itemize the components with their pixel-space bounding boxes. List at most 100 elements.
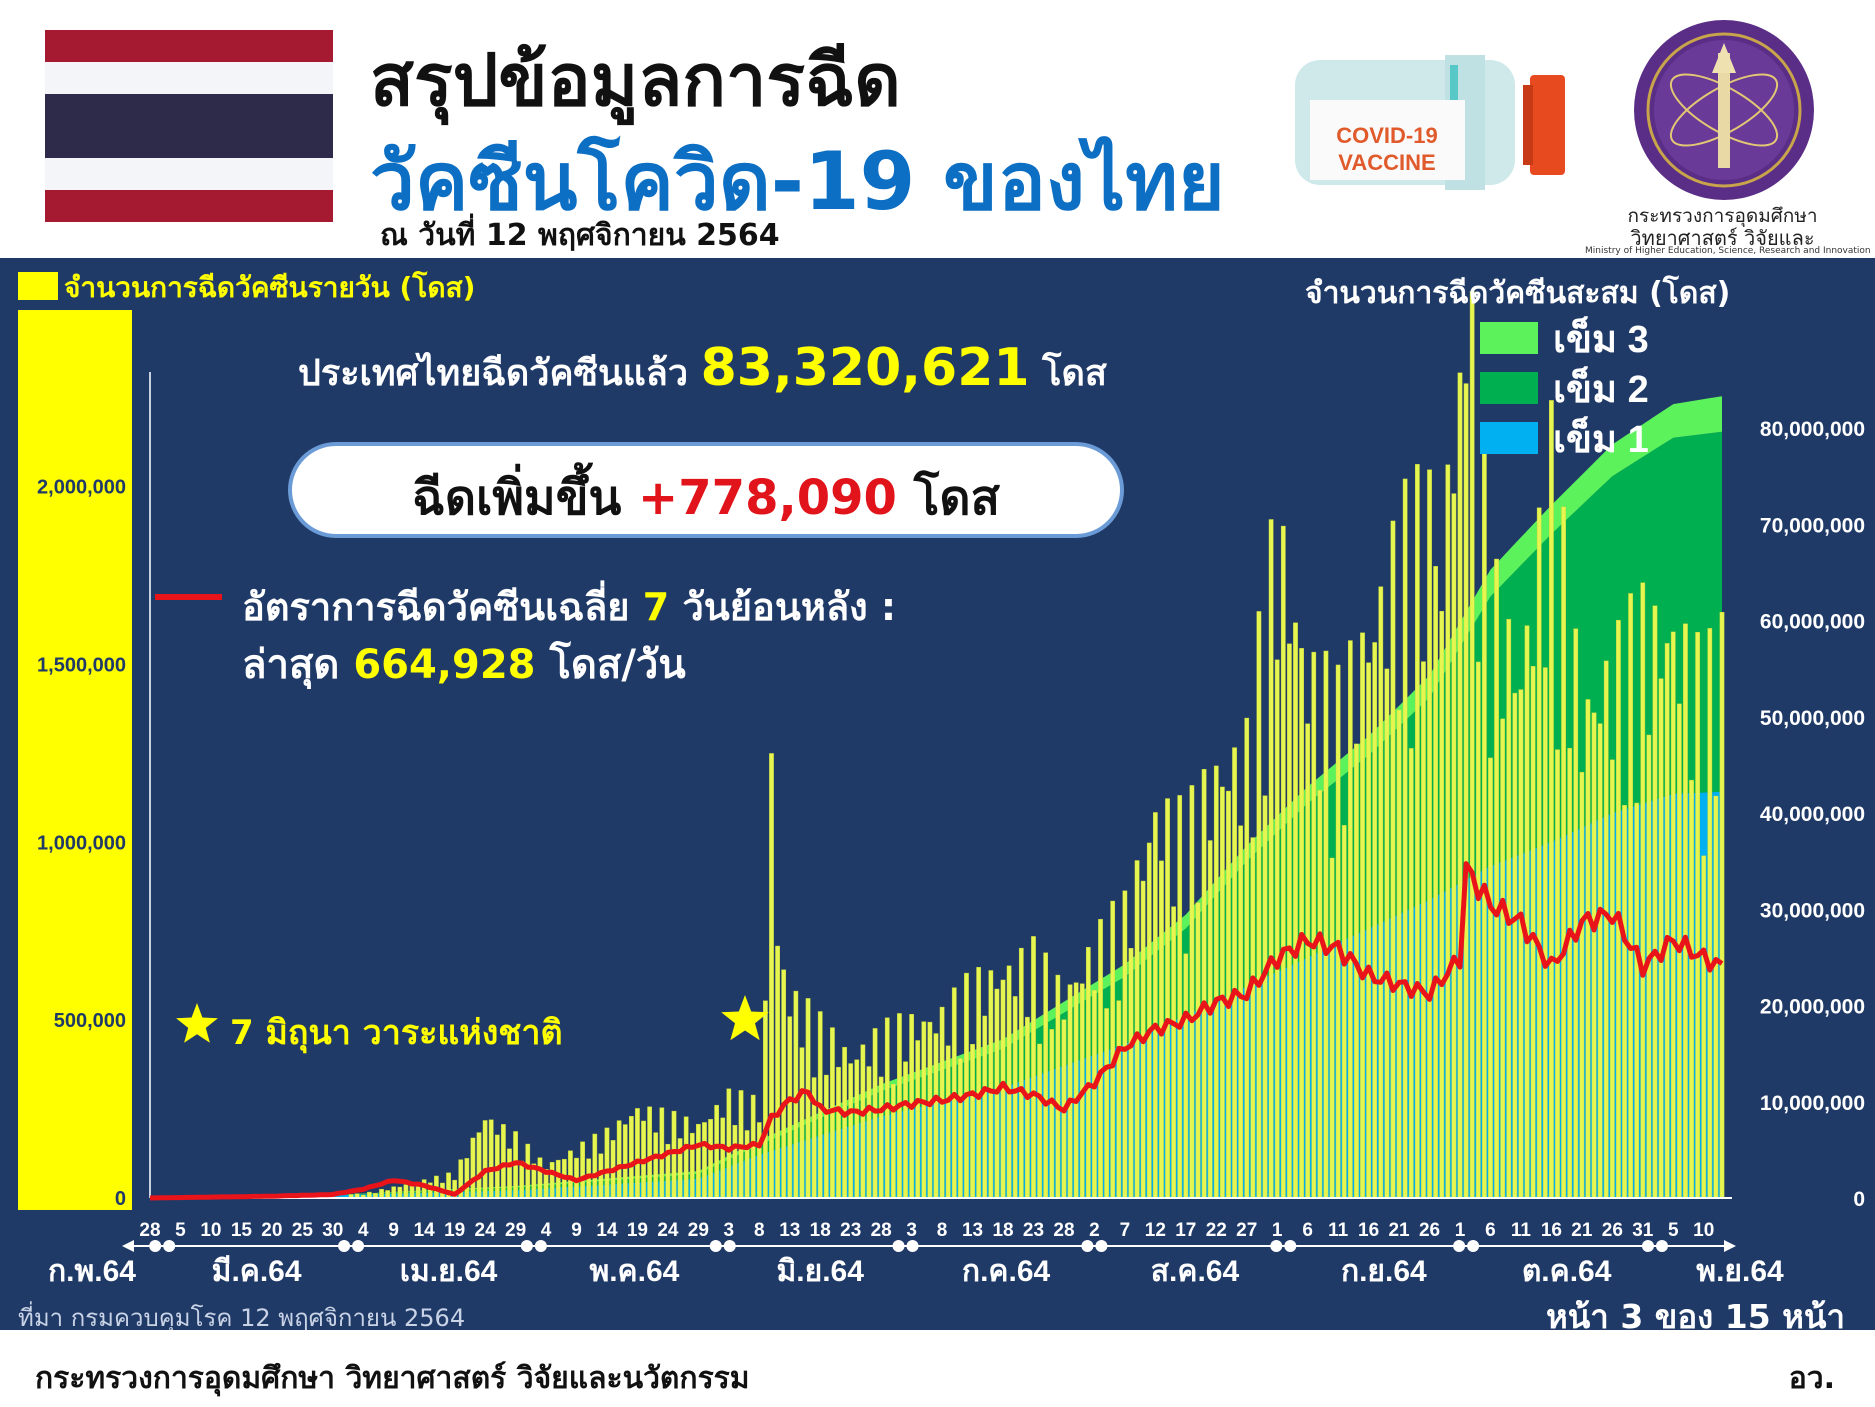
cumulative-legend-title: จำนวนการฉีดวัคซีนสะสม (โดส) bbox=[1305, 276, 1731, 311]
daily-bar bbox=[1512, 692, 1518, 1199]
daily-bar bbox=[1494, 558, 1499, 1199]
daily-bar bbox=[1220, 786, 1225, 1199]
daily-bar bbox=[1640, 582, 1646, 1199]
daily-bar bbox=[403, 1184, 409, 1199]
ministry-name-th1: กระทรวงการอุดมศึกษา bbox=[1627, 205, 1818, 227]
daily-bar bbox=[1542, 667, 1548, 1199]
x-axis-tick: 8 bbox=[754, 1220, 765, 1241]
month-boundary-dot bbox=[1081, 1240, 1094, 1252]
area-dose1 bbox=[150, 791, 1722, 1198]
daily-bar bbox=[476, 1132, 482, 1199]
daily-bar bbox=[1603, 660, 1609, 1199]
daily-bar bbox=[799, 1047, 805, 1199]
daily-bar bbox=[1256, 611, 1262, 1199]
daily-bar bbox=[823, 1074, 829, 1199]
daily-bar bbox=[1597, 723, 1603, 1199]
daily-bar bbox=[482, 1120, 488, 1199]
month-boundary-dot bbox=[1641, 1240, 1654, 1252]
x-axis-tick: 29 bbox=[688, 1220, 709, 1241]
daily-bar bbox=[1171, 906, 1176, 1199]
daily-bar bbox=[1707, 628, 1713, 1199]
total-unit: โดส bbox=[1042, 353, 1107, 394]
daily-bar bbox=[781, 969, 787, 1199]
vaccine-vial-icon: COVID-19 VACCINE bbox=[1295, 55, 1565, 190]
x-axis-tick: 28 bbox=[1053, 1220, 1074, 1241]
month-boundary-dot bbox=[1095, 1240, 1108, 1252]
increase-value: +778,090 bbox=[638, 470, 897, 526]
x-axis-tick: 16 bbox=[1541, 1220, 1562, 1241]
daily-bar bbox=[1177, 795, 1183, 1199]
daily-bar bbox=[501, 1124, 506, 1199]
title-line2: วัคซีนโควิด-19 ของไทย bbox=[370, 135, 1225, 228]
daily-legend-label: จำนวนการฉีดวัคซีนรายวัน (โดส) bbox=[64, 271, 476, 304]
daily-bar bbox=[787, 1016, 793, 1199]
x-axis-tick: 24 bbox=[657, 1220, 679, 1241]
daily-bar bbox=[1457, 372, 1463, 1199]
daily-bar bbox=[945, 1045, 951, 1199]
daily-bar bbox=[756, 1122, 762, 1199]
x-axis-tick: 1 bbox=[1455, 1220, 1466, 1241]
daily-bar bbox=[1329, 857, 1335, 1199]
daily-bar bbox=[1110, 900, 1116, 1199]
daily-bar bbox=[1482, 447, 1487, 1199]
month-boundary-dot bbox=[1284, 1240, 1297, 1252]
daily-bar bbox=[689, 1132, 695, 1199]
daily-bar bbox=[744, 1130, 750, 1199]
right-axis-tick: 10,000,000 bbox=[1760, 1092, 1865, 1115]
right-axis-tick: 0 bbox=[1853, 1188, 1865, 1211]
source-note: ที่มา กรมควบคุมโรค 12 พฤศจิกายน 2564 bbox=[18, 1304, 466, 1332]
month-boundary-dot bbox=[149, 1240, 162, 1252]
month-label: พ.ค.64 bbox=[589, 1255, 679, 1288]
daily-bar bbox=[604, 1127, 610, 1199]
daily-bar bbox=[1055, 974, 1061, 1199]
month-label: ก.ค.64 bbox=[962, 1255, 1051, 1288]
daily-bar bbox=[1658, 678, 1664, 1199]
daily-bar bbox=[1549, 400, 1554, 1199]
right-axis-tick: 30,000,000 bbox=[1760, 899, 1865, 922]
flag-stripe bbox=[45, 62, 333, 94]
daily-bar bbox=[1427, 469, 1432, 1199]
x-axis-tick: 9 bbox=[388, 1220, 399, 1241]
daily-bar bbox=[927, 1021, 933, 1199]
daily-legend-swatch bbox=[18, 272, 58, 300]
x-axis-tick: 19 bbox=[444, 1220, 465, 1241]
daily-bar bbox=[1396, 709, 1402, 1199]
x-axis-tick: 13 bbox=[779, 1220, 800, 1241]
daily-bar bbox=[592, 1133, 598, 1199]
daily-bar bbox=[1092, 990, 1097, 1199]
daily-bar bbox=[1488, 757, 1493, 1199]
daily-bar bbox=[1006, 965, 1012, 1199]
x-axis-tick: 4 bbox=[358, 1220, 369, 1241]
x-axis-tick: 21 bbox=[1571, 1220, 1593, 1241]
daily-bar bbox=[1323, 650, 1329, 1199]
daily-bar bbox=[568, 1150, 573, 1199]
x-axis-tick: 18 bbox=[810, 1220, 831, 1241]
daily-bar bbox=[1104, 1008, 1109, 1199]
daily-bar bbox=[1153, 812, 1158, 1199]
daily-bar bbox=[866, 1066, 872, 1199]
star-icon bbox=[176, 1003, 218, 1043]
x-axis-tick: 28 bbox=[139, 1220, 160, 1241]
month-boundary-dot bbox=[1655, 1240, 1668, 1252]
daily-bar bbox=[385, 1190, 390, 1199]
left-axis-tick: 0 bbox=[115, 1188, 126, 1210]
daily-bar bbox=[549, 1162, 555, 1199]
area-dose2 bbox=[150, 431, 1722, 1198]
x-axis-tick: 17 bbox=[1175, 1220, 1196, 1241]
daily-bar bbox=[629, 1116, 634, 1199]
x-axis-tick: 24 bbox=[475, 1220, 497, 1241]
daily-bar bbox=[1561, 506, 1566, 1199]
right-axis-tick: 80,000,000 bbox=[1760, 418, 1865, 441]
daily-bar bbox=[488, 1119, 494, 1199]
right-axis-tick: 50,000,000 bbox=[1760, 707, 1865, 730]
daily-bar bbox=[1713, 795, 1719, 1199]
daily-bar bbox=[1555, 749, 1560, 1199]
month-boundary-dot bbox=[163, 1240, 176, 1252]
x-axis-tick: 28 bbox=[871, 1220, 892, 1241]
left-axis-tick: 500,000 bbox=[54, 1010, 126, 1032]
daily-bar bbox=[1043, 952, 1049, 1199]
daily-bar bbox=[1293, 622, 1298, 1199]
cum-legend-swatch bbox=[1480, 422, 1538, 454]
daily-bar bbox=[525, 1143, 531, 1199]
daily-bar bbox=[726, 1088, 732, 1199]
